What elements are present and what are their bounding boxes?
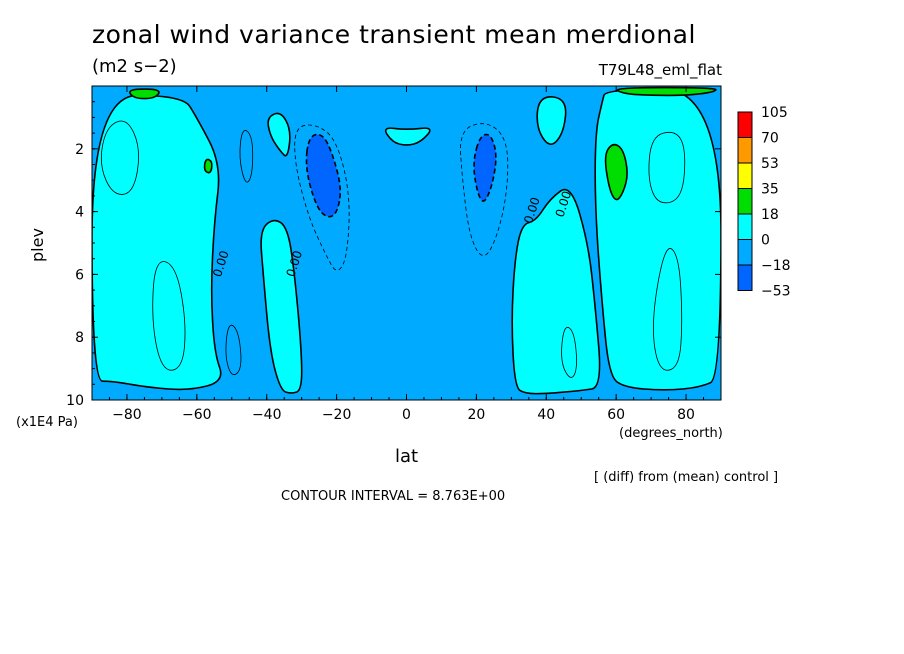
- contour-region-bubble-south-upper: [267, 112, 291, 157]
- contour-region-southern-top-peak: [129, 88, 160, 100]
- legend-label: −53: [761, 284, 791, 300]
- chart-units: (m2 s−2): [92, 56, 177, 77]
- legend-label: 105: [761, 105, 788, 121]
- legend-label: 35: [761, 182, 779, 198]
- x-tick-label: 0: [402, 407, 411, 423]
- x-tick-label: −20: [322, 407, 352, 423]
- dashed-contour-0: [294, 124, 350, 271]
- contour-region-column-south: [260, 219, 303, 394]
- y-tick-label: 2: [75, 142, 84, 158]
- contour-region-minus-18-north: [473, 133, 497, 202]
- contour-region-southern-peak: [203, 158, 213, 174]
- contour-regions: [92, 86, 721, 395]
- legend-swatch: [737, 264, 753, 291]
- legend-swatch: [737, 239, 753, 266]
- contour-region-northern-band: [594, 88, 721, 391]
- legend-swatch: [737, 162, 753, 189]
- legend-label: 18: [761, 207, 779, 223]
- y-tick-label: 6: [75, 267, 84, 283]
- thin-contour-5: [653, 248, 683, 371]
- contour-region-northern-peak: [604, 143, 628, 201]
- dashed-contour-1: [460, 123, 509, 256]
- contour-interval: CONTOUR INTERVAL = 8.763E+00: [281, 489, 506, 504]
- contour-region-northern-top-bubble: [536, 96, 567, 145]
- difference-note: [ (diff) from (mean) control ]: [594, 470, 779, 485]
- experiment-label: T79L48_eml_flat: [598, 61, 722, 79]
- y-axis-unit: (x1E4 Pa): [16, 415, 78, 430]
- contour-region-equatorial-bubble: [384, 127, 431, 146]
- y-tick-label: 10: [66, 393, 84, 409]
- x-tick-label: −80: [112, 407, 142, 423]
- legend-label: 0: [761, 233, 770, 249]
- legend-label: 70: [761, 131, 779, 147]
- thin-contour-3: [225, 324, 242, 376]
- y-tick-label: 4: [75, 205, 84, 221]
- x-tick-label: 40: [537, 407, 555, 423]
- contour-region-southern-band: [92, 94, 222, 391]
- thin-contour-4: [648, 131, 686, 204]
- legend-swatch: [737, 137, 753, 164]
- thin-contour-0: [100, 120, 139, 195]
- thin-contour-1: [152, 261, 186, 371]
- x-tick-label: −60: [182, 407, 212, 423]
- thin-contour-6: [561, 326, 577, 378]
- x-tick-label: 80: [677, 407, 695, 423]
- legend-label: −18: [761, 258, 791, 274]
- contour-region-northern-column: [511, 188, 601, 395]
- legend-swatch: [737, 111, 753, 138]
- y-tick-label: 8: [75, 330, 84, 346]
- contour-region-northern-top-peak: [616, 86, 717, 97]
- chart-title: zonal wind variance transient mean merdi…: [92, 20, 696, 49]
- legend-swatch: [737, 213, 753, 240]
- x-axis-title: lat: [395, 446, 419, 467]
- x-axis-unit: (degrees_north): [619, 426, 723, 441]
- contour-region-minus-18-south: [305, 133, 342, 218]
- legend-label: 53: [761, 156, 779, 172]
- x-tick-label: −40: [252, 407, 282, 423]
- thin-contour-2: [239, 130, 254, 183]
- x-tick-label: 60: [607, 407, 625, 423]
- legend-swatch: [737, 188, 753, 215]
- x-tick-label: 20: [467, 407, 485, 423]
